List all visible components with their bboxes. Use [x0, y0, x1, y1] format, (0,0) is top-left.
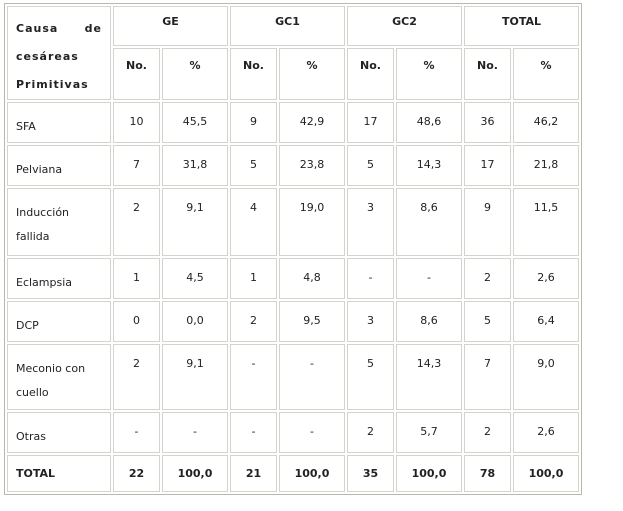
cause-cell: Otras [7, 412, 111, 453]
table-row: Pelviana 7 31,8 5 23,8 5 14,3 17 21,8 [7, 145, 579, 186]
percent-cell: 48,6 [396, 102, 462, 143]
percent-cell: 2,6 [513, 258, 579, 299]
percent-cell: 23,8 [279, 145, 345, 186]
cause-cell: SFA [7, 102, 111, 143]
count-cell: 1 [230, 258, 277, 299]
percent-cell: 5,7 [396, 412, 462, 453]
header-group-total: TOTAL [464, 6, 579, 46]
table-row: Inducción fallida 2 9,1 4 19,0 3 8,6 9 11,5 [7, 188, 579, 256]
percent-cell: 21,8 [513, 145, 579, 186]
table-row: DCP 0 0,0 2 9,5 3 8,6 5 6,4 [7, 301, 579, 342]
count-cell: 1 [113, 258, 160, 299]
percent-cell: 9,1 [162, 188, 228, 256]
count-cell: 36 [464, 102, 511, 143]
total-row: TOTAL 22 100,0 21 100,0 35 100,0 78 100,0 [7, 455, 579, 492]
count-cell: - [347, 258, 394, 299]
count-cell: 22 [113, 455, 160, 492]
percent-cell: 9,1 [162, 344, 228, 410]
count-cell: 2 [113, 188, 160, 256]
percent-cell: - [396, 258, 462, 299]
percent-cell: 42,9 [279, 102, 345, 143]
count-cell: 5 [230, 145, 277, 186]
count-cell: 5 [347, 145, 394, 186]
count-cell: 2 [464, 258, 511, 299]
header-group-gc1: GC1 [230, 6, 345, 46]
percent-cell: 0,0 [162, 301, 228, 342]
cesareas-table: Causa de cesáreas Primitivas GE GC1 GC2 … [4, 3, 582, 495]
percent-cell: 11,5 [513, 188, 579, 256]
count-cell: 5 [347, 344, 394, 410]
table-row: Meconio con cuello 2 9,1- -5 14,3 7 9,0 [7, 344, 579, 410]
header-group-ge: GE [113, 6, 228, 46]
header-group-gc2: GC2 [347, 6, 462, 46]
cause-cell: DCP [7, 301, 111, 342]
count-cell: 7 [113, 145, 160, 186]
percent-cell: 19,0 [279, 188, 345, 256]
percent-cell: - [279, 344, 345, 410]
count-cell: 78 [464, 455, 511, 492]
header-no: No. [230, 47, 277, 100]
header-percent: % [279, 47, 345, 100]
percent-cell: 31,8 [162, 145, 228, 186]
count-cell: - [230, 344, 277, 410]
cause-cell: TOTAL [7, 455, 111, 492]
count-cell: - [113, 412, 160, 453]
count-cell: 2 [113, 344, 160, 410]
percent-cell: - [162, 412, 228, 453]
header-percent: % [396, 47, 462, 100]
count-cell: 5 [464, 301, 511, 342]
percent-cell: - [279, 412, 345, 453]
count-cell: 10 [113, 102, 160, 143]
percent-cell: 100,0 [162, 455, 228, 492]
header-no: No. [464, 47, 511, 100]
percent-cell: 4,5 [162, 258, 228, 299]
count-cell: 3 [347, 188, 394, 256]
cause-cell: Eclampsia [7, 258, 111, 299]
percent-cell: 100,0 [513, 455, 579, 492]
percent-cell: 9,5 [279, 301, 345, 342]
cause-cell: Meconio con cuello [7, 344, 111, 410]
table-row: Eclampsia 1 4,5 1 4,8- -2 2,6 [7, 258, 579, 299]
header-percent: % [162, 47, 228, 100]
count-cell: 9 [230, 102, 277, 143]
count-cell: 21 [230, 455, 277, 492]
percent-cell: 4,8 [279, 258, 345, 299]
count-cell: 3 [347, 301, 394, 342]
header-no: No. [347, 47, 394, 100]
count-cell: 4 [230, 188, 277, 256]
count-cell: - [230, 412, 277, 453]
count-cell: 17 [347, 102, 394, 143]
header-percent: % [513, 47, 579, 100]
table-row: SFA 10 45,5 9 42,9 17 48,6 36 46,2 [7, 102, 579, 143]
count-cell: 7 [464, 344, 511, 410]
count-cell: 17 [464, 145, 511, 186]
percent-cell: 8,6 [396, 301, 462, 342]
count-cell: 9 [464, 188, 511, 256]
header-no: No. [113, 47, 160, 100]
percent-cell: 9,0 [513, 344, 579, 410]
count-cell: 2 [464, 412, 511, 453]
percent-cell: 100,0 [279, 455, 345, 492]
percent-cell: 14,3 [396, 145, 462, 186]
count-cell: 35 [347, 455, 394, 492]
count-cell: 2 [230, 301, 277, 342]
percent-cell: 14,3 [396, 344, 462, 410]
cause-cell: Pelviana [7, 145, 111, 186]
percent-cell: 6,4 [513, 301, 579, 342]
percent-cell: 46,2 [513, 102, 579, 143]
count-cell: 2 [347, 412, 394, 453]
header-cause: Causa de cesáreas Primitivas [7, 6, 111, 100]
percent-cell: 100,0 [396, 455, 462, 492]
table-row: Otras - - - -2 5,7 2 2,6 [7, 412, 579, 453]
percent-cell: 8,6 [396, 188, 462, 256]
cause-cell: Inducción fallida [7, 188, 111, 256]
percent-cell: 2,6 [513, 412, 579, 453]
count-cell: 0 [113, 301, 160, 342]
percent-cell: 45,5 [162, 102, 228, 143]
